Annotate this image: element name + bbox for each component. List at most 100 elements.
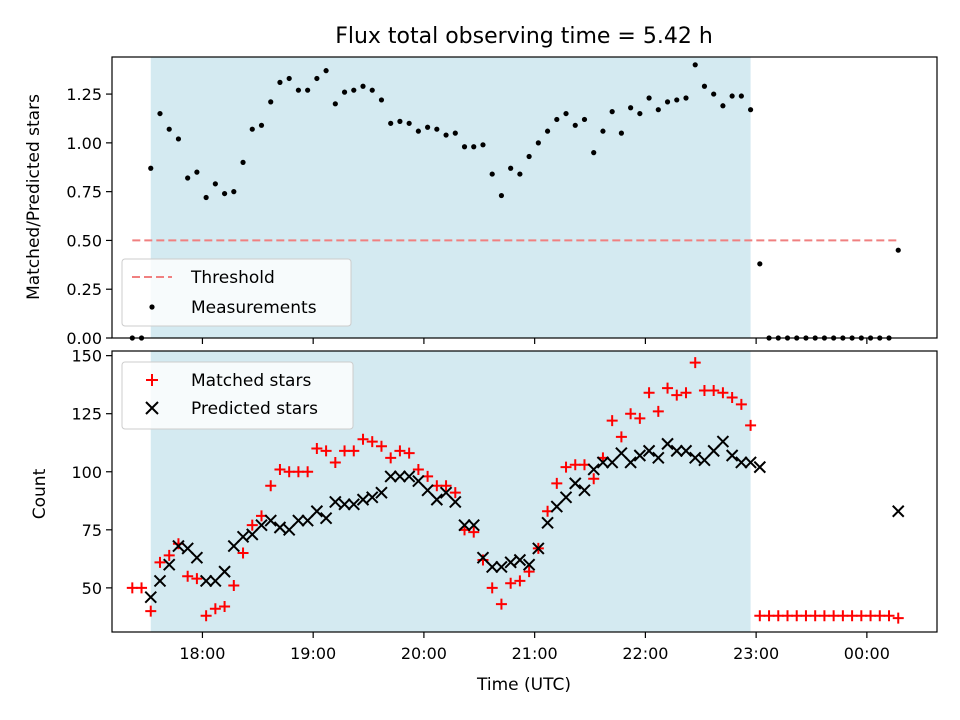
predicted-star-point <box>421 484 434 497</box>
predicted-star-point <box>522 558 536 571</box>
predicted-star-point <box>744 456 757 469</box>
predicted-star-point <box>532 542 545 555</box>
matched-star-point <box>855 610 867 622</box>
matched-star-point <box>339 445 351 457</box>
matched-star-point <box>735 398 747 410</box>
measurement-point <box>664 99 671 105</box>
matched-star-point <box>126 582 138 594</box>
matched-star-point <box>505 577 517 589</box>
x-tick-label: 19:00 <box>290 644 336 663</box>
predicted-star-point <box>144 590 157 604</box>
predicted-star-point <box>707 444 720 458</box>
predicted-star-point <box>642 444 656 458</box>
measurement-point <box>378 97 385 103</box>
predicted-star-point <box>209 574 222 588</box>
legend-predicted-label: Predicted stars <box>191 399 318 419</box>
measurement-point <box>434 126 440 132</box>
measurement-point <box>747 107 754 113</box>
ratio-ytick-label: 0.50 <box>66 231 102 250</box>
matched-star-point <box>237 547 249 559</box>
count-panel: Count Time (UTC) 50 75 100 125 150 18:00 19:0… <box>30 347 938 695</box>
predicted-star-point <box>153 574 167 588</box>
predicted-star-point <box>605 456 619 469</box>
predicted-star-point <box>569 477 582 490</box>
matched-star-point <box>163 549 175 561</box>
predicted-star-point <box>578 484 591 497</box>
measurement-point <box>286 75 292 82</box>
predicted-star-point <box>652 451 665 465</box>
predicted-star-point <box>596 456 610 469</box>
matched-star-point <box>357 433 369 445</box>
measurement-point <box>581 116 588 123</box>
matched-star-point <box>689 357 701 369</box>
measurement-point <box>388 120 394 126</box>
measurement-point <box>554 116 560 123</box>
predicted-star-point <box>550 500 564 513</box>
measurement-point <box>425 124 431 130</box>
measurement-point <box>185 175 191 181</box>
matched-star-point <box>662 382 674 394</box>
matched-star-point <box>320 445 332 457</box>
matched-star-point <box>514 575 526 587</box>
predicted-star-point <box>227 539 241 553</box>
measurement-point <box>701 83 708 89</box>
matched-star-point <box>209 603 221 615</box>
predicted-star-point <box>716 435 730 448</box>
matched-star-point <box>745 419 757 431</box>
predicted-star-point <box>319 511 333 525</box>
matched-star-point <box>136 582 148 594</box>
measurement-point <box>295 87 302 93</box>
matched-star-point <box>883 610 895 622</box>
predicted-star-point <box>356 493 370 506</box>
measurement-point <box>231 189 237 195</box>
predicted-star-point <box>412 474 425 488</box>
ratio-ytick-label: 1.00 <box>66 134 102 153</box>
predicted-star-point <box>393 470 407 483</box>
measurement-point <box>452 130 458 136</box>
predicted-star-point <box>458 518 471 532</box>
predicted-star-point <box>292 514 305 527</box>
legend-ratio: Threshold Measurements <box>121 258 352 327</box>
measurement-point <box>406 120 412 126</box>
matched-star-point <box>292 466 304 478</box>
matched-star-point <box>523 566 535 578</box>
measurement-point <box>203 194 209 201</box>
measurement-point <box>517 171 523 177</box>
matched-star-point <box>615 431 627 443</box>
matched-star-point <box>708 384 720 396</box>
ratio-axes-frame <box>111 56 938 339</box>
predicted-star-point <box>485 560 499 574</box>
measurement-point <box>212 181 218 187</box>
measurement-point <box>332 101 338 107</box>
count-axes-frame <box>111 350 938 633</box>
predicted-star-point <box>513 553 527 567</box>
predicted-star-point <box>264 514 277 527</box>
ratio-ytick-label: 0.75 <box>66 183 102 202</box>
matched-star-point <box>219 600 231 612</box>
y-ticks-ratio: 0.00 0.25 0.50 0.75 1.00 1.25 <box>66 85 112 348</box>
measurement-point <box>683 95 689 101</box>
predicted-star-point <box>218 565 231 578</box>
measurement-points <box>129 62 901 341</box>
measurement-point <box>489 171 495 177</box>
legend-threshold-label: Threshold <box>190 268 275 288</box>
count-ytick-label: 125 <box>71 405 102 424</box>
matched-star-point <box>560 461 572 473</box>
x-ticks-count: 18:00 19:00 20:00 21:00 22:00 23:00 00:00 <box>179 632 890 663</box>
matched-star-point <box>385 452 397 464</box>
ratio-panel: Flux total observing time = 5.42 h Match… <box>24 24 938 348</box>
predicted-star-point <box>329 495 342 509</box>
measurement-point <box>194 169 200 175</box>
predicted-star-point <box>282 523 296 537</box>
measurement-point <box>397 118 403 124</box>
predicted-star-point <box>199 574 213 588</box>
measurement-point <box>351 87 357 93</box>
matched-star-point <box>846 610 858 622</box>
predicted-star-point <box>255 518 268 532</box>
matched-star-point <box>865 610 877 622</box>
matched-star-point <box>440 480 452 492</box>
measurement-point <box>720 103 726 109</box>
legend-count-box <box>121 361 354 430</box>
y-axis-label-count: Count <box>30 468 50 519</box>
